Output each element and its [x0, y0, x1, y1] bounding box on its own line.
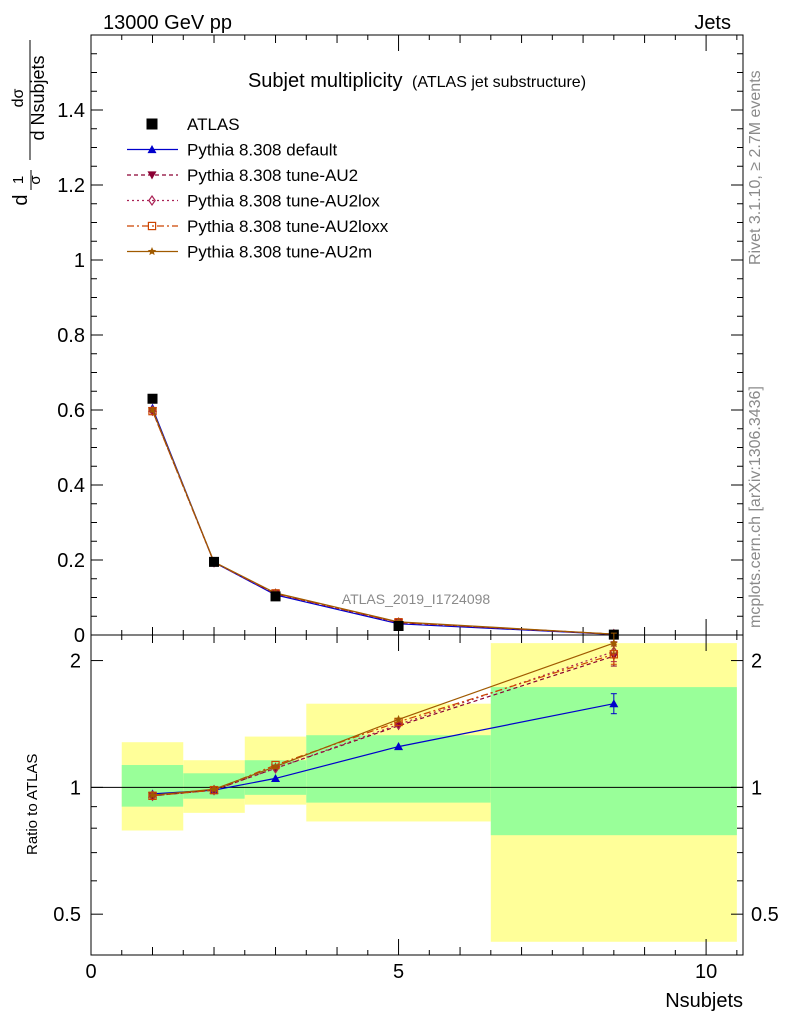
y-tick-label: 1.4	[57, 100, 85, 122]
ylabel-dnsubjets: d Nsubjets	[28, 55, 48, 140]
ratio-series-point-4	[148, 790, 157, 799]
legend-label-3: Pythia 8.308 tune-AU2loxx	[187, 217, 389, 236]
top-series-point-4	[148, 405, 157, 414]
y-tick-label: 0.4	[57, 475, 85, 497]
ylabel-d: d	[10, 194, 32, 205]
chart-title-main: Subjet multiplicity	[248, 70, 403, 92]
x-axis-label: Nsubjets	[665, 990, 743, 1012]
ylabel-one: 1	[10, 176, 27, 184]
atlas-data-point	[270, 591, 281, 602]
legend-marker-3	[147, 221, 157, 231]
ratio-panel-series	[148, 632, 619, 802]
ratio-y-tick-label-left: 1	[70, 777, 81, 799]
header-collision: 13000 GeV pp	[103, 12, 232, 34]
ratio-y-tick-label-left: 2	[70, 651, 81, 673]
analysis-label: ATLAS_2019_I1724098	[342, 591, 491, 607]
ylabel-sigma: σ	[27, 175, 44, 185]
y-axis-label: d 1 σ dσ d Nsubjets	[10, 40, 48, 206]
y-tick-label: 1	[74, 250, 85, 272]
atlas-data-point	[209, 556, 220, 567]
chart-subtitle: (ATLAS jet substructure)	[412, 74, 586, 91]
x-tick-label: 10	[695, 961, 717, 983]
y-tick-label: 0.2	[57, 550, 85, 572]
legend-marker-1	[147, 171, 157, 180]
ratio-series-point-0	[271, 773, 281, 783]
chart-title: Subjet multiplicity (ATLAS jet substruct…	[248, 70, 586, 92]
ylabel-dsigma: dσ	[10, 88, 27, 107]
ratio-series-point-4	[394, 714, 403, 724]
ratio-series-point-4	[209, 784, 219, 793]
y-tick-label: 1.2	[57, 175, 85, 197]
ratio-panel-frame	[90, 634, 744, 956]
ratio-y-tick-label-right: 2	[751, 651, 762, 673]
y-tick-label: 0.8	[57, 325, 85, 347]
legend-label-4: Pythia 8.308 tune-AU2m	[187, 243, 372, 262]
ratio-series-point-0	[394, 742, 404, 751]
ratio-series-line-3	[152, 653, 614, 797]
ratio-y-tick-label-right: 1	[751, 777, 762, 799]
y-tick-label: 0	[74, 625, 85, 647]
legend-label-1: Pythia 8.308 tune-AU2	[187, 166, 358, 185]
atlas-data-point	[147, 393, 158, 404]
legend-marker-0	[147, 145, 157, 154]
legend-marker-2	[148, 194, 156, 207]
y-tick-label: 0.6	[57, 400, 85, 422]
legend-label-atlas: ATLAS	[187, 115, 240, 134]
ratio-y-tick-label-right: 0.5	[751, 904, 779, 926]
atlas-data-point	[393, 621, 404, 631]
header-process: Jets	[694, 12, 731, 34]
rivet-info: Rivet 3.1.10, ≥ 2.7M events	[747, 70, 764, 265]
ratio-series-point-4	[271, 762, 280, 771]
legend-label-2: Pythia 8.308 tune-AU2lox	[187, 192, 380, 211]
legend-marker-4	[147, 247, 157, 256]
legend-label-0: Pythia 8.308 default	[187, 141, 338, 160]
legend: ATLAS Pythia 8.308 default Pythia 8.308 tu…	[127, 115, 389, 262]
x-tick-label: 5	[393, 961, 404, 983]
legend-marker-atlas	[146, 118, 158, 130]
ratio-ylabel: Ratio to ATLAS	[24, 754, 41, 855]
x-tick-label: 0	[85, 961, 96, 983]
axis-ticks: 0 0.2 0.4 0.6 0.8 1 1.2 1.4 0 5 10 0.5 0.5 1 1 2 2	[53, 34, 779, 983]
mcplots-info: mcplots.cern.ch [arXiv:1306.3436]	[747, 386, 764, 628]
ratio-y-tick-label-left: 0.5	[53, 904, 81, 926]
